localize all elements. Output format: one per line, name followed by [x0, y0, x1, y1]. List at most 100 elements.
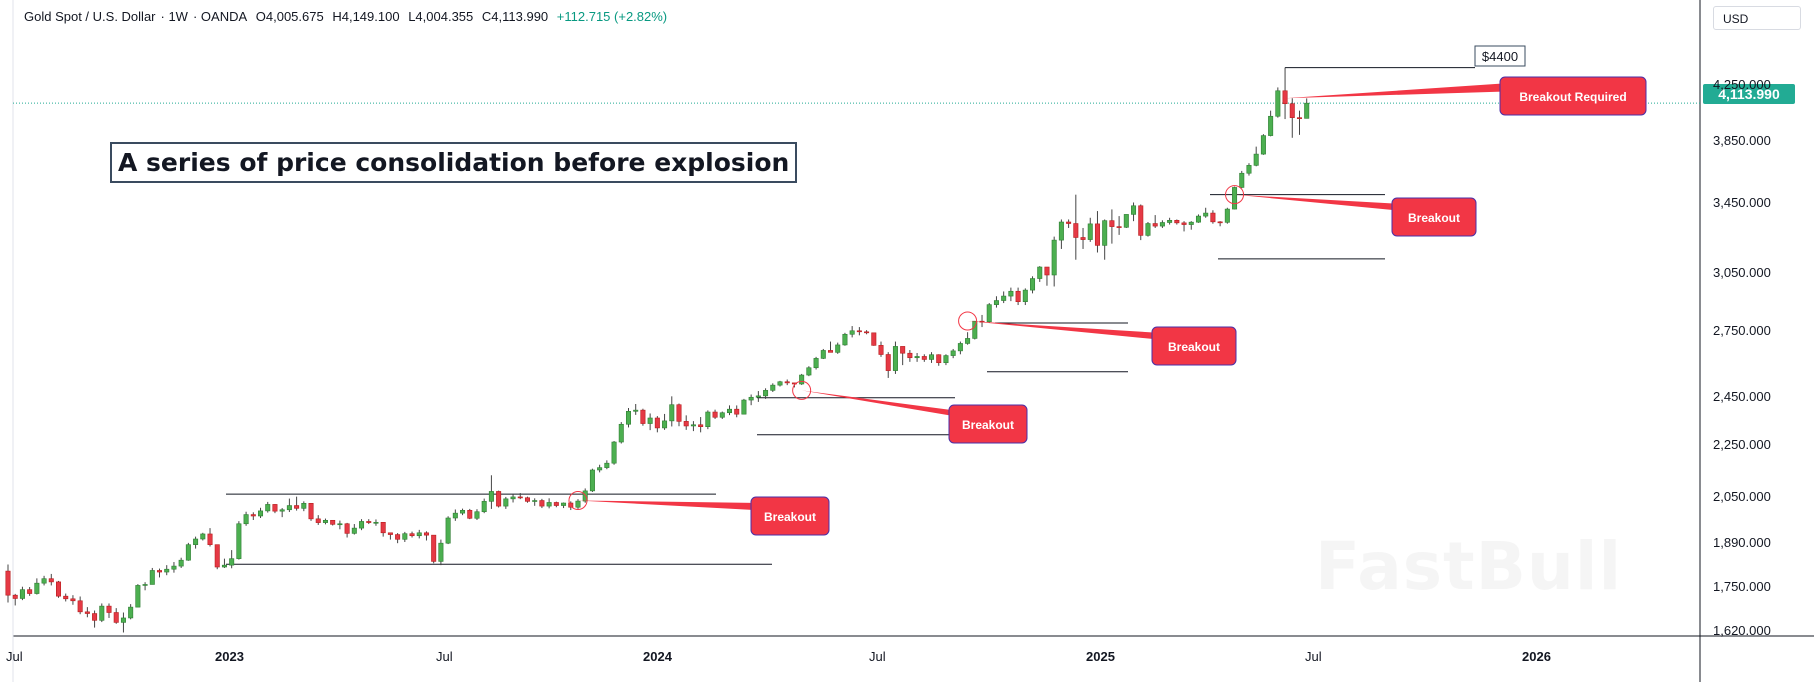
candle-body: [5, 570, 11, 596]
candle-body: [113, 612, 119, 623]
target-label: $4400: [1482, 49, 1518, 64]
candle-body: [1008, 290, 1014, 297]
candle-body: [1275, 90, 1281, 117]
candle-body: [1253, 153, 1259, 166]
candle-body: [243, 514, 249, 525]
callout-box: [1151, 326, 1237, 366]
candle-body: [1188, 221, 1194, 225]
candle-body: [950, 350, 956, 356]
candle-body: [654, 417, 660, 429]
candle-body: [914, 356, 920, 359]
candle-body: [128, 606, 134, 619]
candle-body: [351, 527, 357, 534]
candle-body: [1195, 215, 1201, 223]
price-tick-label: 3,850.000: [1713, 132, 1771, 148]
candle-body: [885, 354, 891, 371]
ohlc-high: H4,149.100: [332, 9, 400, 24]
callout-label: Breakout: [764, 510, 816, 524]
candle-body: [986, 304, 992, 323]
candle-body: [726, 408, 732, 414]
price-tick-label: 3,050.000: [1713, 264, 1771, 280]
candle-body: [921, 356, 927, 360]
symbol-name[interactable]: Gold Spot / U.S. Dollar: [24, 9, 156, 24]
time-tick-label: 2026: [1522, 649, 1551, 664]
candle-body: [1203, 212, 1209, 217]
candle-body: [1174, 220, 1180, 224]
candle-body: [27, 589, 33, 594]
candle-body: [395, 534, 401, 540]
candle-body: [236, 523, 242, 559]
candle-body: [705, 411, 711, 428]
candle-body: [719, 412, 725, 418]
time-tick-label: 2023: [215, 649, 244, 664]
candle-body: [1022, 289, 1028, 303]
candle-body: [1044, 266, 1050, 276]
candle-body: [344, 523, 350, 534]
ohlc-low: L4,004.355: [408, 9, 474, 24]
candle-body: [308, 503, 314, 520]
candle-body: [1123, 214, 1129, 228]
candle-body: [322, 519, 328, 523]
candle-body: [1260, 135, 1266, 155]
last-price-label: 4,113.990: [1703, 84, 1795, 104]
time-tick-label: 2024: [643, 649, 672, 664]
candle-body: [936, 354, 942, 364]
price-tick-label: 1,620.000: [1713, 622, 1771, 638]
callout-breakout: Breakout: [801, 390, 1028, 444]
candle-body: [1268, 115, 1274, 136]
ohlc-change: +112.715 (+2.82%): [556, 9, 668, 24]
candle-body: [1001, 295, 1007, 301]
candle-body: [604, 462, 610, 468]
candle-body: [286, 505, 292, 511]
callout-label: Breakout: [962, 418, 1014, 432]
candle-body: [99, 605, 105, 621]
candle-body: [828, 350, 834, 353]
candle-body: [1296, 117, 1302, 119]
candle-body: [185, 544, 191, 561]
candle-body: [402, 533, 408, 540]
candle-body: [1116, 226, 1122, 228]
callout-pointer: [577, 500, 773, 511]
candle-body: [741, 399, 747, 415]
candle-body: [56, 581, 62, 597]
callout-box: [1499, 76, 1647, 116]
price-tick-label: 2,450.000: [1713, 388, 1771, 404]
candle-body: [438, 542, 444, 562]
time-tick-label: 2025: [1086, 649, 1115, 664]
candle-body: [1246, 165, 1252, 174]
candle-body: [965, 338, 971, 344]
candle-body: [864, 331, 870, 334]
candle-body: [524, 497, 530, 502]
candle-body: [1167, 220, 1173, 223]
candle-body: [1102, 220, 1108, 246]
candle-body: [294, 505, 300, 509]
callout-box: [948, 404, 1028, 444]
callout-pointer: [801, 390, 971, 419]
callout-box: [750, 496, 830, 536]
candle-body: [135, 585, 141, 608]
breakout-circle: [958, 311, 978, 331]
price-tick-label: 4,250.000: [1713, 76, 1771, 92]
interval[interactable]: 1W: [168, 9, 188, 24]
candle-body: [856, 330, 862, 333]
candle-body: [265, 504, 271, 512]
candle-body: [250, 514, 256, 517]
candle-body: [799, 374, 805, 385]
candle-body: [972, 320, 978, 339]
callout-breakout-required: Breakout Required: [1285, 76, 1647, 116]
candle-body: [120, 617, 126, 623]
candle-body: [70, 598, 76, 602]
currency-selector[interactable]: USD: [1713, 6, 1801, 30]
candle-body: [589, 469, 595, 492]
candle-body: [63, 595, 69, 600]
candle-body: [301, 503, 307, 509]
time-tick-label: Jul: [1305, 649, 1322, 664]
candle-body: [452, 512, 458, 519]
price-tick-label: 1,890.000: [1713, 535, 1771, 551]
callout-label: Breakout: [1408, 211, 1460, 225]
candle-body: [1145, 223, 1151, 236]
candle-body: [878, 345, 884, 355]
candle-body: [517, 496, 523, 499]
candle-body: [48, 578, 54, 583]
